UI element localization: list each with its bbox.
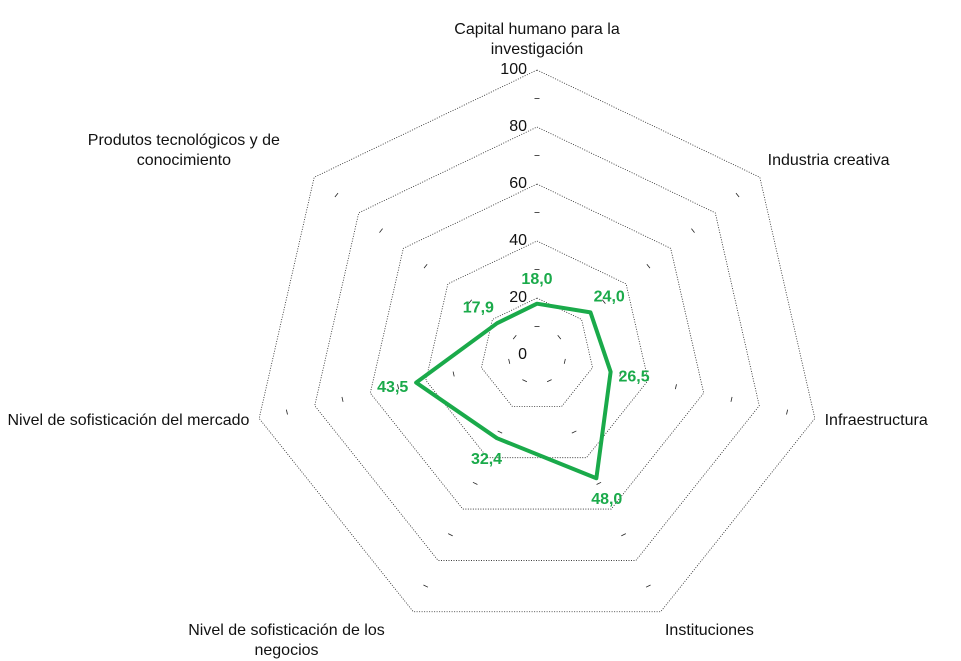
value-label: 24,0 [594, 289, 625, 306]
value-label: 48,0 [591, 491, 622, 508]
category-label: Infraestructura [824, 411, 928, 429]
minor-tick [472, 481, 478, 485]
minor-tick [397, 384, 400, 390]
minor-tick [691, 228, 695, 233]
minor-tick [646, 263, 651, 269]
minor-tick [285, 409, 288, 415]
r-tick-label: 20 [509, 289, 527, 306]
grid-line [480, 297, 594, 407]
r-tick-label: 0 [518, 346, 527, 363]
minor-tick [468, 299, 473, 304]
value-label: 32,4 [471, 451, 502, 468]
minor-tick [448, 533, 453, 537]
plot: 0 20 40 60 80 100 18,0 24,0 26,5 48,0 32,4 43,5 17,9 [258, 61, 816, 613]
minor-tick [786, 409, 789, 415]
category-label: Instituciones [664, 621, 754, 639]
minor-tick [645, 584, 651, 588]
category-label: Nivel de sofisticación del mercado [7, 411, 250, 429]
r-tick-label: 60 [509, 175, 527, 192]
minor-tick [512, 335, 517, 340]
chart: 0 20 40 60 80 100 18,0 24,0 26,5 48,0 32,4 43,5 17,9… [7, 21, 928, 659]
minor-tick [423, 584, 429, 588]
value-label: 43,5 [377, 379, 408, 396]
minor-tick [497, 430, 503, 434]
minor-tick [423, 263, 428, 269]
minor-tick [571, 430, 577, 434]
minor-tick [379, 228, 383, 233]
category-label: Capital humano para la investigación [454, 21, 620, 58]
minor-tick [334, 192, 339, 198]
grid-line [369, 183, 705, 510]
value-label: 26,5 [618, 368, 649, 385]
minor-tick [452, 371, 455, 377]
minor-tick [619, 371, 622, 377]
minor-tick [730, 396, 733, 402]
minor-tick [735, 192, 740, 198]
minor-tick [674, 384, 677, 390]
r-tick-label: 100 [500, 61, 527, 78]
r-tick-label: 40 [509, 232, 527, 249]
minor-tick [546, 379, 552, 383]
minor-tick [508, 358, 511, 364]
category-label: Nivel de sofisticación de los negocios [188, 621, 385, 659]
value-label: 18,0 [521, 271, 552, 288]
minor-tick [522, 379, 528, 383]
grid-line [425, 240, 649, 459]
r-tick-label: 80 [509, 118, 527, 135]
grid-line [258, 69, 816, 613]
category-label: Industria creativa [767, 152, 890, 170]
minor-tick [596, 481, 602, 485]
value-label: 17,9 [463, 299, 494, 316]
minor-tick [341, 396, 344, 402]
minor-tick [621, 533, 626, 537]
grid-line [314, 126, 760, 561]
minor-tick [557, 335, 562, 340]
minor-tick [601, 299, 606, 304]
minor-tick [563, 358, 566, 364]
series-line [414, 301, 613, 481]
category-label: Produtos tecnológicos y de conocimiento [87, 132, 280, 170]
